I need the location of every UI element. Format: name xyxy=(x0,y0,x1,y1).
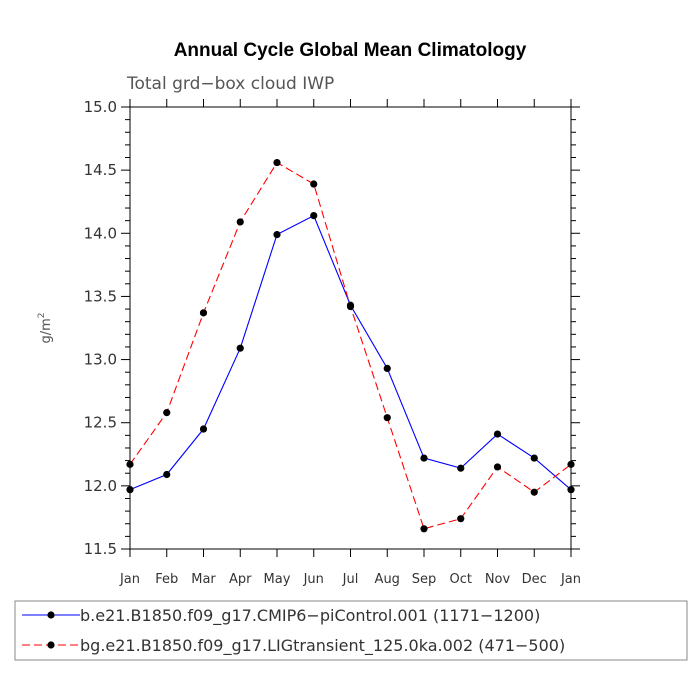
plot-frame xyxy=(129,106,572,550)
data-point xyxy=(493,430,502,438)
y-tick-label: 12.0 xyxy=(84,477,117,495)
data-point xyxy=(567,460,575,468)
y-tick-labels: 11.5 12.0 12.5 13.0 13.5 14.0 14.5 15.0 xyxy=(84,98,117,558)
x-tick-label: Aug xyxy=(375,572,400,587)
x-tick-label: Oct xyxy=(450,572,472,587)
x-tick-label: Apr xyxy=(229,572,252,587)
data-point xyxy=(310,180,318,188)
x-tick-label: Jan xyxy=(119,572,140,587)
y-tick-label: 13.5 xyxy=(84,287,117,305)
y-tick-label: 11.5 xyxy=(84,540,117,558)
series-1 xyxy=(126,212,575,494)
data-point xyxy=(567,486,575,494)
legend-box xyxy=(14,600,688,661)
chart-title: Annual Cycle Global Mean Climatology xyxy=(174,40,527,61)
data-point xyxy=(199,425,208,433)
data-point xyxy=(346,302,355,311)
data-point xyxy=(236,218,244,226)
y-tick-label: 13.0 xyxy=(84,351,117,369)
data-point xyxy=(273,230,281,239)
data-point xyxy=(457,515,465,523)
x-tick-label: Mar xyxy=(191,572,216,587)
y-axis-label: g/m2 xyxy=(37,312,54,343)
series-line xyxy=(129,214,572,491)
legend-marker xyxy=(47,641,55,649)
series-2 xyxy=(126,158,575,533)
y-axis-label-superscript: 2 xyxy=(37,312,47,318)
plot-area xyxy=(126,158,575,533)
y-tick-label: 12.5 xyxy=(84,414,117,432)
data-point xyxy=(457,464,465,472)
x-tick-label: Feb xyxy=(155,572,178,587)
legend-marker xyxy=(47,611,55,619)
data-point xyxy=(273,158,281,167)
legend: b.e21.B1850.f09_g17.CMIP6−piControl.001 … xyxy=(22,606,565,656)
data-point xyxy=(420,525,428,533)
series-line xyxy=(129,161,572,530)
x-tick-label: Sep xyxy=(412,572,437,587)
y-axis-label-text: g/m xyxy=(39,318,54,343)
data-point xyxy=(236,344,244,352)
x-tick-labels: Jan Feb Mar Apr May Jun Jul Aug Sep Oct Nov Dec Jan xyxy=(119,572,581,587)
data-point xyxy=(530,488,538,496)
data-point xyxy=(493,463,502,471)
data-point xyxy=(163,470,171,479)
legend-label: b.e21.B1850.f09_g17.CMIP6−piControl.001 … xyxy=(80,606,540,626)
axes xyxy=(121,99,580,557)
chart-subtitle: Total grd−box cloud IWP xyxy=(126,74,334,94)
y-tick-label: 14.0 xyxy=(84,224,117,242)
data-point xyxy=(530,454,538,462)
data-point xyxy=(163,409,171,417)
x-tick-label: Nov xyxy=(485,572,511,587)
y-tick-label: 15.0 xyxy=(84,98,117,116)
data-point xyxy=(310,212,318,220)
x-tick-label: Jun xyxy=(303,572,324,587)
x-tick-label: Dec xyxy=(522,572,547,587)
x-tick-label: May xyxy=(264,572,291,587)
data-point xyxy=(383,414,391,422)
data-point xyxy=(199,309,208,317)
y-tick-label: 14.5 xyxy=(84,161,117,179)
data-point xyxy=(383,364,391,373)
legend-label: bg.e21.B1850.f09_g17.LIGtransient_125.0k… xyxy=(80,636,565,656)
x-tick-label: Jan xyxy=(560,572,581,587)
data-point xyxy=(420,454,428,462)
data-point xyxy=(126,486,134,494)
x-tick-label: Jul xyxy=(342,572,359,587)
data-point xyxy=(126,460,134,468)
